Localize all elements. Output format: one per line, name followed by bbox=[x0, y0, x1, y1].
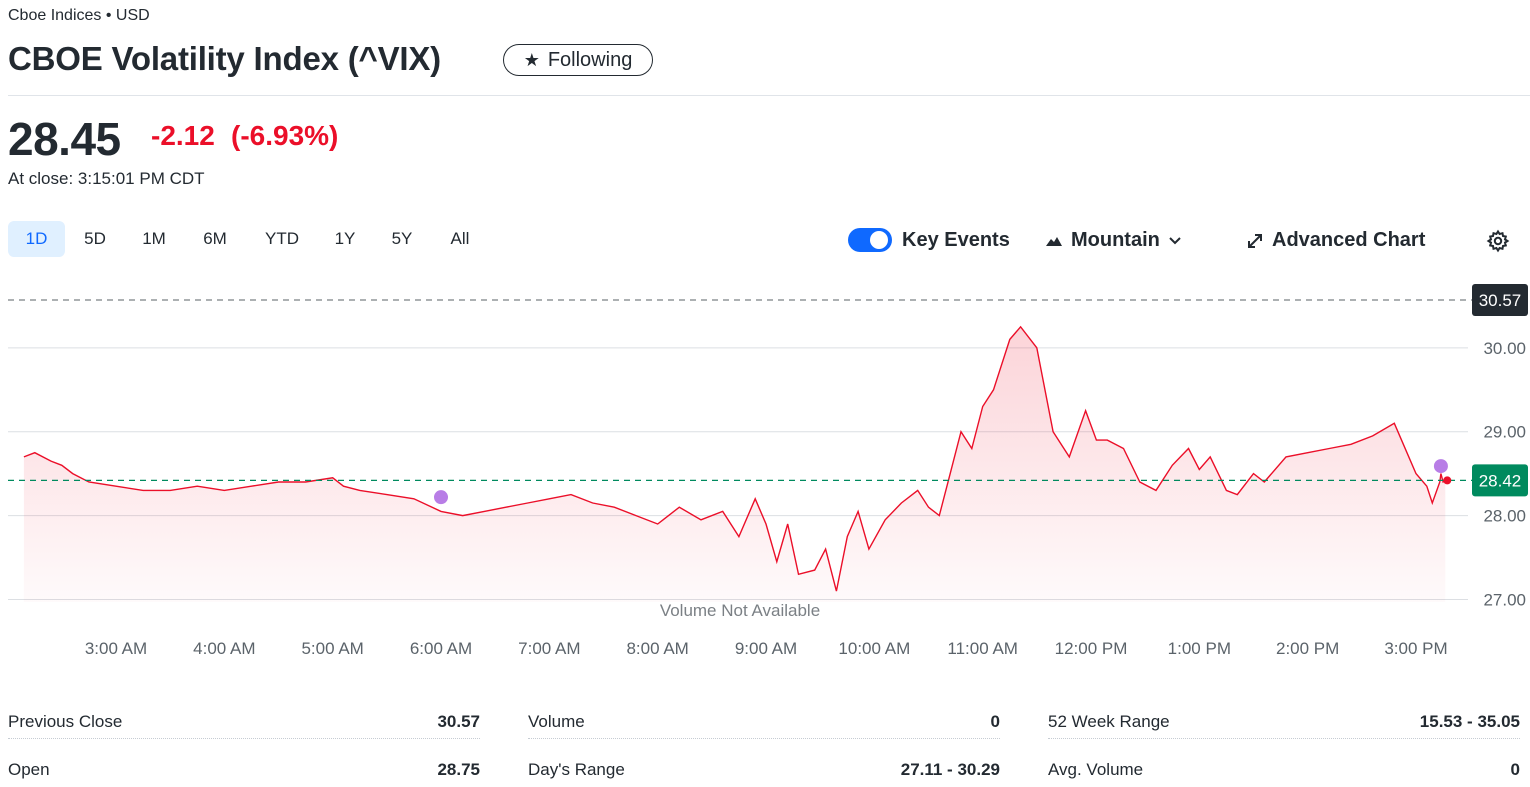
stat-divider bbox=[1048, 738, 1520, 739]
stat-value: 28.75 bbox=[437, 760, 480, 779]
stat-label: Volume bbox=[528, 712, 585, 731]
price-area bbox=[23, 326, 1446, 602]
stat-divider bbox=[8, 738, 480, 739]
range-ytd-button[interactable]: YTD bbox=[265, 229, 299, 248]
chart-type-label: Mountain bbox=[1071, 229, 1160, 251]
current-price: 28.45 bbox=[8, 113, 121, 165]
x-tick-label: 3:00 PM bbox=[1384, 639, 1447, 658]
gear-icon[interactable] bbox=[1486, 229, 1510, 253]
stat-divider bbox=[528, 738, 1000, 739]
x-tick-label: 7:00 AM bbox=[518, 639, 580, 658]
following-button[interactable]: ★ Following bbox=[503, 44, 653, 76]
price-line bbox=[23, 325, 1446, 592]
range-5y-button[interactable]: 5Y bbox=[391, 229, 413, 248]
price-change-percent: (-6.93%) bbox=[231, 120, 339, 151]
close-time: At close: 3:15:01 PM CDT bbox=[8, 169, 205, 188]
stat-label: Avg. Volume bbox=[1048, 760, 1144, 779]
price-change: -2.12 bbox=[151, 120, 215, 151]
previous-close-label: 30.57 bbox=[1479, 291, 1522, 310]
stat-value: 30.57 bbox=[437, 712, 480, 731]
x-tick-label: 3:00 AM bbox=[85, 639, 147, 658]
price-chart[interactable]: 30.00 29.00 28.00 27.00 3:00 AM 4:00 AM 5:00 A… bbox=[0, 270, 1530, 670]
previous-close-tag bbox=[1472, 284, 1528, 316]
range-1y-button[interactable]: 1Y bbox=[334, 229, 356, 248]
range-1m-button[interactable]: 1M bbox=[142, 229, 166, 248]
stat-label: Previous Close bbox=[8, 712, 123, 731]
stat-label: 52 Week Range bbox=[1048, 712, 1170, 731]
key-event-marker[interactable] bbox=[434, 490, 448, 505]
stat-label: Day's Range bbox=[528, 760, 625, 779]
range-1d-button[interactable]: 1D bbox=[8, 221, 65, 257]
following-label: Following bbox=[547, 48, 633, 71]
toggle-knob bbox=[870, 231, 888, 249]
x-tick-label: 10:00 AM bbox=[838, 639, 910, 658]
x-tick-label: 9:00 AM bbox=[735, 639, 797, 658]
star-icon: ★ bbox=[523, 49, 540, 70]
chart-type-dropdown[interactable]: Mountain bbox=[1045, 229, 1182, 252]
stat-value: 27.11 - 30.29 bbox=[900, 760, 1000, 779]
y-tick-label: 29.00 bbox=[1483, 423, 1526, 442]
x-tick-label: 4:00 AM bbox=[193, 639, 255, 658]
y-tick-label: 28.00 bbox=[1483, 507, 1526, 526]
volume-note: Volume Not Available bbox=[660, 601, 820, 620]
range-all-button[interactable]: All bbox=[450, 229, 470, 248]
x-tick-label: 2:00 PM bbox=[1276, 639, 1339, 658]
range-5d-button[interactable]: 5D bbox=[84, 229, 106, 248]
y-tick-label: 30.00 bbox=[1483, 339, 1526, 358]
x-tick-label: 11:00 AM bbox=[947, 639, 1018, 658]
chevron-down-icon bbox=[1169, 236, 1181, 244]
advanced-chart-label: Advanced Chart bbox=[1272, 229, 1426, 251]
key-event-marker[interactable] bbox=[1433, 459, 1448, 474]
expand-icon bbox=[1248, 233, 1262, 248]
exchange-label: Cboe Indices • USD bbox=[8, 7, 150, 24]
stat-value: 0 bbox=[1510, 760, 1520, 779]
y-tick-label: 27.00 bbox=[1483, 590, 1526, 609]
stat-label: Open bbox=[8, 760, 50, 779]
x-tick-label: 12:00 PM bbox=[1055, 639, 1128, 658]
page-title: CBOE Volatility Index (^VIX) bbox=[8, 40, 441, 77]
range-6m-button[interactable]: 6M bbox=[203, 229, 227, 248]
stat-value: 15.53 - 35.05 bbox=[1419, 712, 1520, 731]
x-tick-label: 8:00 AM bbox=[626, 639, 688, 658]
mountain-icon bbox=[1046, 236, 1062, 246]
x-tick-label: 5:00 AM bbox=[301, 639, 363, 658]
advanced-chart-button[interactable]: Advanced Chart bbox=[1246, 229, 1425, 252]
x-tick-label: 6:00 AM bbox=[410, 639, 472, 658]
last-price-label: 28.42 bbox=[1479, 471, 1522, 490]
x-tick-label: 1:00 PM bbox=[1168, 639, 1231, 658]
stat-value: 0 bbox=[990, 712, 1000, 731]
last-price-dot bbox=[1443, 476, 1452, 485]
last-price-tag bbox=[1472, 464, 1528, 497]
header-divider bbox=[8, 95, 1530, 96]
key-events-label: Key Events bbox=[902, 229, 1010, 251]
